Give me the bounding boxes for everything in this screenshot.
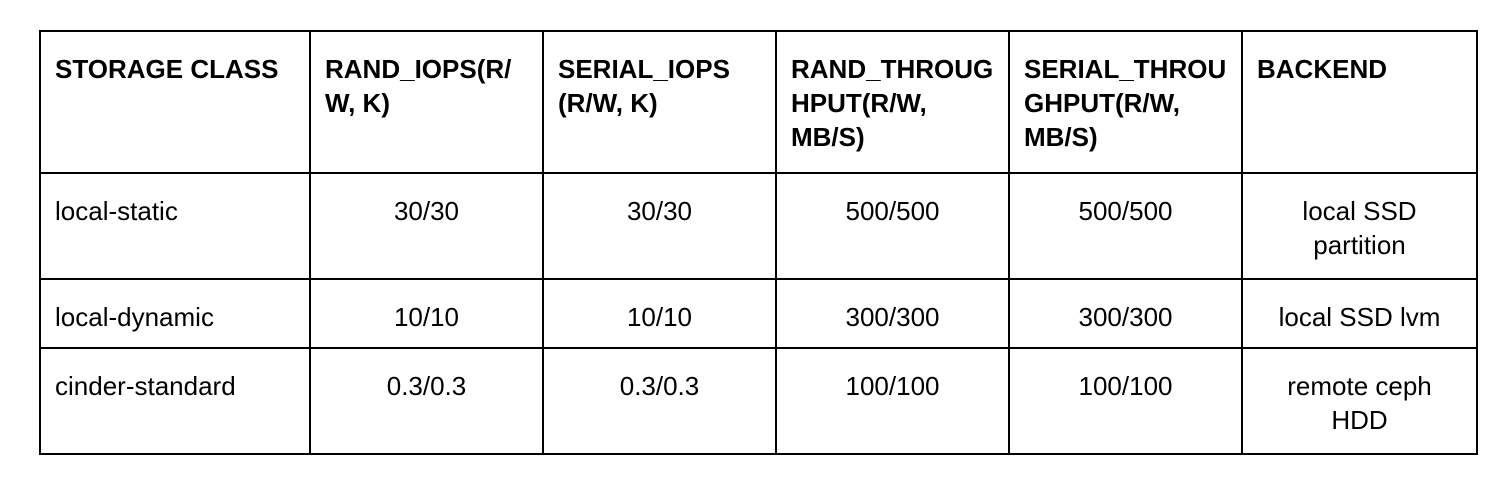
storage-class-table: STORAGE CLASS RAND_IOPS(R/W, K) SERIAL_I… [39, 30, 1478, 455]
cell-backend: remote ceph HDD [1241, 347, 1478, 455]
table-header-row: STORAGE CLASS RAND_IOPS(R/W, K) SERIAL_I… [39, 30, 1478, 174]
header-rand-throughput: RAND_THROUGHPUT(R/W, MB/S) [775, 30, 1010, 174]
header-backend: BACKEND [1241, 30, 1478, 174]
cell-rand-iops: 0.3/0.3 [309, 347, 544, 455]
header-serial-iops: SERIAL_IOPS (R/W, K) [542, 30, 777, 174]
table-row: local-dynamic 10/10 10/10 300/300 300/30… [39, 278, 1478, 349]
cell-serial-iops: 30/30 [542, 172, 777, 280]
cell-serial-throughput: 300/300 [1008, 278, 1243, 349]
cell-storage-class: local-dynamic [39, 278, 311, 349]
header-storage-class: STORAGE CLASS [39, 30, 311, 174]
header-rand-iops: RAND_IOPS(R/W, K) [309, 30, 544, 174]
cell-rand-iops: 10/10 [309, 278, 544, 349]
cell-rand-throughput: 500/500 [775, 172, 1010, 280]
cell-backend: local SSD lvm [1241, 278, 1478, 349]
cell-serial-iops: 0.3/0.3 [542, 347, 777, 455]
cell-serial-throughput: 500/500 [1008, 172, 1243, 280]
table-row: cinder-standard 0.3/0.3 0.3/0.3 100/100 … [39, 347, 1478, 455]
cell-storage-class: local-static [39, 172, 311, 280]
cell-rand-iops: 30/30 [309, 172, 544, 280]
cell-rand-throughput: 300/300 [775, 278, 1010, 349]
cell-rand-throughput: 100/100 [775, 347, 1010, 455]
cell-backend: local SSD partition [1241, 172, 1478, 280]
cell-serial-throughput: 100/100 [1008, 347, 1243, 455]
cell-storage-class: cinder-standard [39, 347, 311, 455]
cell-serial-iops: 10/10 [542, 278, 777, 349]
table-row: local-static 30/30 30/30 500/500 500/500… [39, 172, 1478, 280]
header-serial-throughput: SERIAL_THROUGHPUT(R/W, MB/S) [1008, 30, 1243, 174]
